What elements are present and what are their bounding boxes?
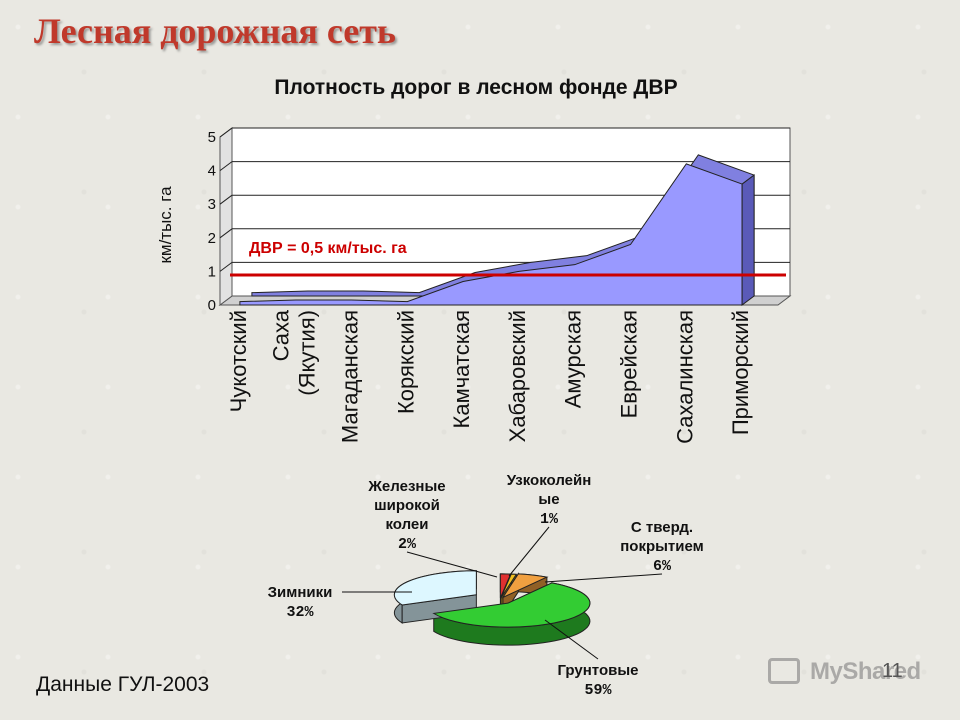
pie-label-line: широкой bbox=[374, 497, 440, 514]
x-tick-label-line: Саха bbox=[269, 309, 294, 361]
pie-value-label: 2% bbox=[398, 536, 417, 553]
x-tick-label-line: (Якутия) bbox=[295, 310, 320, 396]
pie-value-label: 32% bbox=[286, 604, 314, 621]
x-tick-label: Магаданская bbox=[338, 310, 363, 443]
pie-label: Зимники 32% bbox=[268, 584, 333, 621]
pie-value-label: 1% bbox=[540, 511, 559, 528]
pie-label: Грунтовые 59% bbox=[558, 662, 639, 699]
pie-label-line: Железные bbox=[367, 478, 445, 495]
x-tick-label: Чукотский bbox=[226, 310, 251, 412]
y-tick-label: 2 bbox=[208, 230, 216, 247]
watermark-text: MyShared bbox=[810, 658, 921, 685]
y-axis-label: км/тыс. га bbox=[156, 186, 175, 264]
pie-label-line: Грунтовые bbox=[558, 662, 639, 679]
presentation-icon bbox=[768, 658, 800, 684]
x-tick-label-line: Хабаровский bbox=[505, 310, 530, 442]
x-tick-label-line: Сахалинская bbox=[672, 310, 697, 444]
x-tick-label-line: Чукотский bbox=[226, 310, 251, 412]
pie-label-line: покрытием bbox=[620, 538, 704, 555]
pie-slice bbox=[393, 570, 477, 606]
source-note: Данные ГУЛ-2003 bbox=[36, 673, 210, 696]
pie-label-line: Зимники bbox=[268, 584, 333, 601]
pie-label: С тверд. покрытием 6% bbox=[620, 519, 704, 575]
x-tick-label: Амурская bbox=[561, 310, 586, 408]
reference-line-label: ДВР = 0,5 км/тыс. га bbox=[249, 240, 407, 257]
x-tick-label: Приморский bbox=[728, 310, 753, 435]
pie-label-line: ые bbox=[538, 491, 559, 508]
pie-label-line: С тверд. bbox=[631, 519, 693, 536]
x-tick-label: Саха (Якутия) bbox=[269, 309, 320, 395]
gridline-depth bbox=[219, 261, 233, 272]
x-tick-label-line: Приморский bbox=[728, 310, 753, 435]
plot-side-wall bbox=[219, 127, 233, 306]
pie-chart: Железные широкой колеи 2% Узкоколейн ые 1% С тв… bbox=[268, 472, 704, 699]
gridline-depth bbox=[219, 194, 233, 205]
chart-title: Плотность дорог в лесном фонде ДВР bbox=[274, 76, 677, 99]
y-tick-label: 0 bbox=[208, 297, 216, 314]
gridline-depth bbox=[219, 228, 233, 239]
area-end-face bbox=[741, 174, 755, 306]
x-tick-label: Камчатская bbox=[449, 310, 474, 428]
x-tick-label: Корякский bbox=[393, 310, 418, 414]
x-tick-label-line: Амурская bbox=[561, 310, 586, 408]
pie-slice bbox=[501, 573, 549, 599]
x-tick-label-line: Камчатская bbox=[449, 310, 474, 428]
pie-leader-line bbox=[544, 619, 599, 660]
x-tick-label-line: Магаданская bbox=[338, 310, 363, 443]
x-tick-label: Еврейская bbox=[617, 310, 642, 418]
pie-label-line: колеи bbox=[386, 516, 429, 533]
page-number: 11 bbox=[882, 660, 903, 682]
pie-label: Железные широкой колеи 2% bbox=[367, 478, 445, 553]
gridline-depth bbox=[219, 127, 233, 138]
pie-leader-line bbox=[544, 573, 663, 583]
x-tick-label: Сахалинская bbox=[672, 310, 697, 444]
slide-title: Лесная дорожная сеть bbox=[34, 11, 396, 51]
y-tick-label: 4 bbox=[208, 163, 216, 180]
pie-leader-line bbox=[406, 551, 498, 578]
x-tick-label-line: Еврейская bbox=[617, 310, 642, 418]
gridline-depth bbox=[219, 161, 233, 172]
pie-label-line: Узкоколейн bbox=[507, 472, 592, 489]
pie-slice bbox=[432, 582, 591, 628]
watermark-logo: MyShared bbox=[768, 656, 938, 690]
pie-value-label: 59% bbox=[584, 682, 612, 699]
pie-label: Узкоколейн ые 1% bbox=[507, 472, 592, 528]
pie-leader-line bbox=[508, 526, 550, 577]
x-tick-label-line: Корякский bbox=[393, 310, 418, 414]
pie-value-label: 6% bbox=[653, 558, 672, 575]
x-tick-label: Хабаровский bbox=[505, 310, 530, 442]
pie-slice bbox=[500, 573, 518, 599]
y-tick-label: 3 bbox=[208, 196, 216, 213]
y-tick-label: 1 bbox=[208, 263, 216, 280]
y-tick-label: 5 bbox=[208, 129, 216, 146]
